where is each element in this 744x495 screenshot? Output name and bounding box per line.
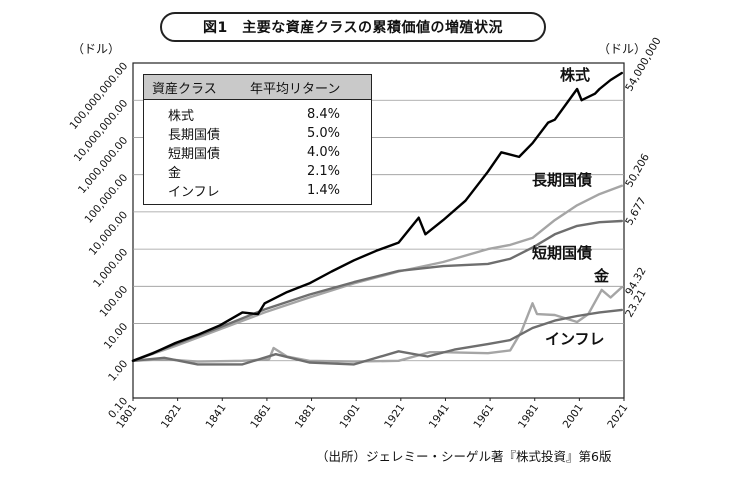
chart-title: 図1 主要な資産クラスの累積価値の増殖状況 [160,12,546,42]
asset-return: 4.0% [306,145,340,160]
plot-frame [132,62,625,399]
y-tick-label: 100.00 [97,284,130,320]
series-end-value-label: 50,206 [623,151,652,189]
series-line [131,286,623,363]
asset-return: 2.1% [306,164,340,179]
table-row: インフレ 1.4% [144,181,371,200]
y-tick-label: 100,000,000.00 [67,60,130,132]
y-tick-label: 10.00 [102,321,131,352]
table-row: 金 2.1% [144,162,371,181]
series-end-value-label: 54,000,000 [623,35,663,93]
series-line [131,308,623,366]
x-tick-label: 1881 [293,402,318,431]
series-name-label: 金 [593,267,610,285]
table-row: 長期国債 5.0% [144,124,371,143]
series-line [131,184,623,362]
y-tick-label: 1.00 [106,358,130,384]
asset-name: 短期国債 [168,147,221,162]
source-note: （出所）ジェレミー・シーゲル著『株式投資』第6版 [316,449,612,464]
x-tick-label: 1821 [159,402,184,431]
x-tick-label: 2021 [605,402,630,431]
y-axis-unit-right: （ドル） [598,42,647,56]
x-tick-label: 1841 [204,402,229,431]
asset-return: 8.4% [306,107,340,122]
x-tick-label: 1981 [516,402,541,431]
asset-name: 金 [168,166,182,181]
x-tick-label: 1961 [471,402,496,431]
x-tick-label: 1921 [382,402,407,431]
series-name-label: 短期国債 [532,244,592,262]
y-axis-unit-left: （ドル） [72,42,121,56]
header-asset-class: 資産クラス [152,81,217,97]
asset-return: 1.4% [306,183,340,198]
x-tick-label: 1861 [248,402,273,431]
asset-name: 長期国債 [168,128,221,143]
table-row: 株式 8.4% [144,105,371,124]
series-line [131,71,623,362]
return-table-header: 資産クラス 年平均リターン [144,75,371,100]
return-table: 資産クラス 年平均リターン 株式 8.4% 長期国債 5.0% 短期国債 4.0% 金… [143,74,372,205]
asset-name: 株式 [168,109,195,124]
series-line [131,219,623,362]
table-row: 短期国債 4.0% [144,143,371,162]
series-name-label: 株式 [560,66,590,84]
x-tick-label: 2001 [561,402,586,431]
series-end-value-label: 5,677 [623,195,648,227]
x-tick-label: 1941 [427,402,452,431]
header-annual-return: 年平均リターン [250,81,341,97]
series-name-label: 長期国債 [532,171,592,189]
series-name-label: インフレ [545,330,605,348]
x-tick-label: 1901 [337,402,362,431]
asset-name: インフレ [168,185,220,200]
asset-return: 5.0% [306,126,340,141]
